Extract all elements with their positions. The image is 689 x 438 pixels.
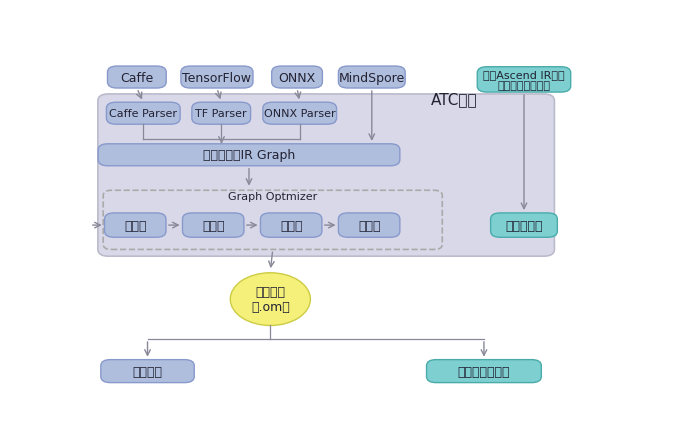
Text: ONNX Parser: ONNX Parser	[264, 109, 336, 119]
Text: 统一中间图IR Graph: 统一中间图IR Graph	[203, 149, 295, 162]
FancyBboxPatch shape	[105, 213, 166, 238]
Ellipse shape	[230, 273, 310, 326]
Text: 离线模型
（.om）: 离线模型 （.om）	[251, 286, 289, 314]
FancyBboxPatch shape	[98, 95, 555, 257]
FancyBboxPatch shape	[271, 67, 322, 89]
FancyBboxPatch shape	[338, 67, 405, 89]
Text: ONNX: ONNX	[278, 71, 316, 85]
Text: 执行单算子验证: 执行单算子验证	[457, 365, 510, 378]
FancyBboxPatch shape	[101, 360, 194, 383]
Text: Caffe: Caffe	[120, 71, 154, 85]
Text: Caffe Parser: Caffe Parser	[110, 109, 177, 119]
FancyBboxPatch shape	[263, 103, 336, 125]
Text: 图准备: 图准备	[124, 219, 147, 232]
Text: TF Parser: TF Parser	[196, 109, 247, 119]
Text: ATC工具: ATC工具	[431, 92, 478, 106]
FancyBboxPatch shape	[477, 67, 570, 93]
Text: 执行推理: 执行推理	[132, 365, 163, 378]
FancyBboxPatch shape	[181, 67, 253, 89]
Text: TensorFlow: TensorFlow	[183, 71, 251, 85]
Text: MindSpore: MindSpore	[339, 71, 405, 85]
FancyBboxPatch shape	[183, 213, 244, 238]
FancyBboxPatch shape	[260, 213, 322, 238]
FancyBboxPatch shape	[107, 67, 166, 89]
FancyBboxPatch shape	[98, 145, 400, 166]
FancyBboxPatch shape	[192, 103, 251, 125]
FancyBboxPatch shape	[426, 360, 542, 383]
Text: 图编译: 图编译	[358, 219, 380, 232]
FancyBboxPatch shape	[338, 213, 400, 238]
Text: 图拆分: 图拆分	[202, 219, 225, 232]
FancyBboxPatch shape	[491, 213, 557, 238]
Text: 图优化: 图优化	[280, 219, 302, 232]
FancyBboxPatch shape	[106, 103, 180, 125]
Text: 基于Ascend IR定义
的单算子描述文件: 基于Ascend IR定义 的单算子描述文件	[483, 70, 565, 91]
Text: 单算子编译: 单算子编译	[505, 219, 543, 232]
Text: Graph Optmizer: Graph Optmizer	[228, 192, 318, 202]
